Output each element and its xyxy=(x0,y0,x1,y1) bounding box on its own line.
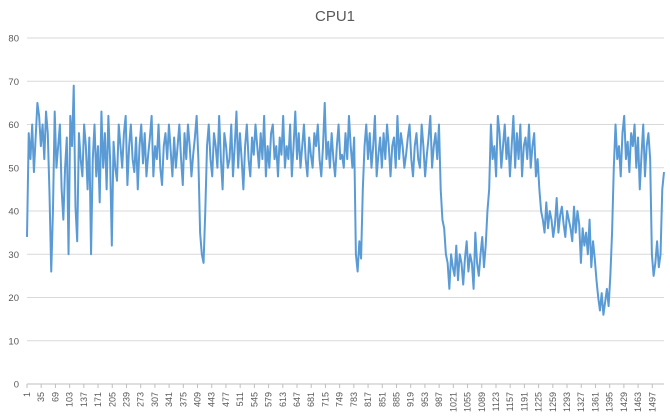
x-tick-label: 1429 xyxy=(619,392,629,412)
x-tick-label: 885 xyxy=(391,392,401,407)
x-tick-label: 1361 xyxy=(590,392,600,412)
y-tick-label: 60 xyxy=(8,120,19,131)
x-tick-label: 1327 xyxy=(576,392,586,412)
x-axis-ticks: 1 35 69 103 137 171 205 239 273 307 341 375 409 443 47… xyxy=(22,384,657,412)
x-tick-label: 1497 xyxy=(647,392,657,412)
gridlines xyxy=(27,37,664,385)
x-tick-label: 1157 xyxy=(505,392,515,411)
x-tick-label: 1055 xyxy=(463,392,473,412)
x-tick-label: 1293 xyxy=(562,392,572,412)
y-tick-label: 30 xyxy=(8,250,19,261)
x-tick-label: 103 xyxy=(65,392,75,407)
x-tick-label: 817 xyxy=(363,392,373,407)
x-tick-label: 273 xyxy=(136,392,146,407)
x-tick-label: 1089 xyxy=(477,392,487,412)
chart-title: CPU1 xyxy=(314,8,355,25)
x-tick-label: 1191 xyxy=(519,392,529,411)
x-tick-label: 953 xyxy=(420,392,430,407)
x-tick-label: 477 xyxy=(221,392,231,407)
x-tick-label: 35 xyxy=(36,392,46,402)
x-tick-label: 205 xyxy=(107,392,117,407)
x-tick-label: 749 xyxy=(335,392,345,407)
y-tick-label: 40 xyxy=(8,207,19,218)
x-tick-label: 851 xyxy=(377,392,387,407)
x-tick-label: 545 xyxy=(249,392,259,407)
x-tick-label: 681 xyxy=(306,392,316,407)
x-tick-label: 239 xyxy=(121,392,131,407)
y-tick-label: 20 xyxy=(8,293,19,304)
x-tick-label: 1259 xyxy=(548,392,558,412)
x-tick-label: 409 xyxy=(193,392,203,407)
y-tick-label: 0 xyxy=(14,380,19,391)
x-tick-label: 715 xyxy=(320,392,330,407)
x-tick-label: 511 xyxy=(235,392,245,406)
x-tick-label: 783 xyxy=(349,392,359,407)
x-tick-label: 579 xyxy=(264,392,274,407)
y-tick-label: 70 xyxy=(8,77,19,88)
x-tick-label: 1395 xyxy=(605,392,615,412)
x-tick-label: 69 xyxy=(50,392,60,402)
x-tick-label: 1 xyxy=(22,392,32,397)
x-tick-label: 375 xyxy=(178,392,188,407)
x-tick-label: 1123 xyxy=(491,392,501,411)
series-line-0 xyxy=(26,84,665,316)
x-tick-label: 1225 xyxy=(534,392,544,412)
x-tick-label: 647 xyxy=(292,392,302,407)
x-tick-label: 1463 xyxy=(633,392,643,412)
series-group xyxy=(26,84,665,316)
y-tick-label: 50 xyxy=(8,163,19,174)
x-tick-label: 137 xyxy=(79,392,89,407)
x-tick-label: 1021 xyxy=(448,392,458,412)
x-tick-label: 443 xyxy=(207,392,217,407)
y-tick-label: 10 xyxy=(8,336,19,347)
x-tick-label: 613 xyxy=(278,392,288,407)
y-tick-label: 80 xyxy=(8,34,19,45)
x-tick-label: 171 xyxy=(93,392,103,407)
y-axis-ticks: 0 10 20 30 40 50 60 70 80 xyxy=(8,34,19,391)
x-tick-label: 919 xyxy=(406,392,416,407)
x-tick-label: 307 xyxy=(150,392,160,407)
x-tick-label: 987 xyxy=(434,392,444,407)
x-tick-label: 341 xyxy=(164,392,174,407)
